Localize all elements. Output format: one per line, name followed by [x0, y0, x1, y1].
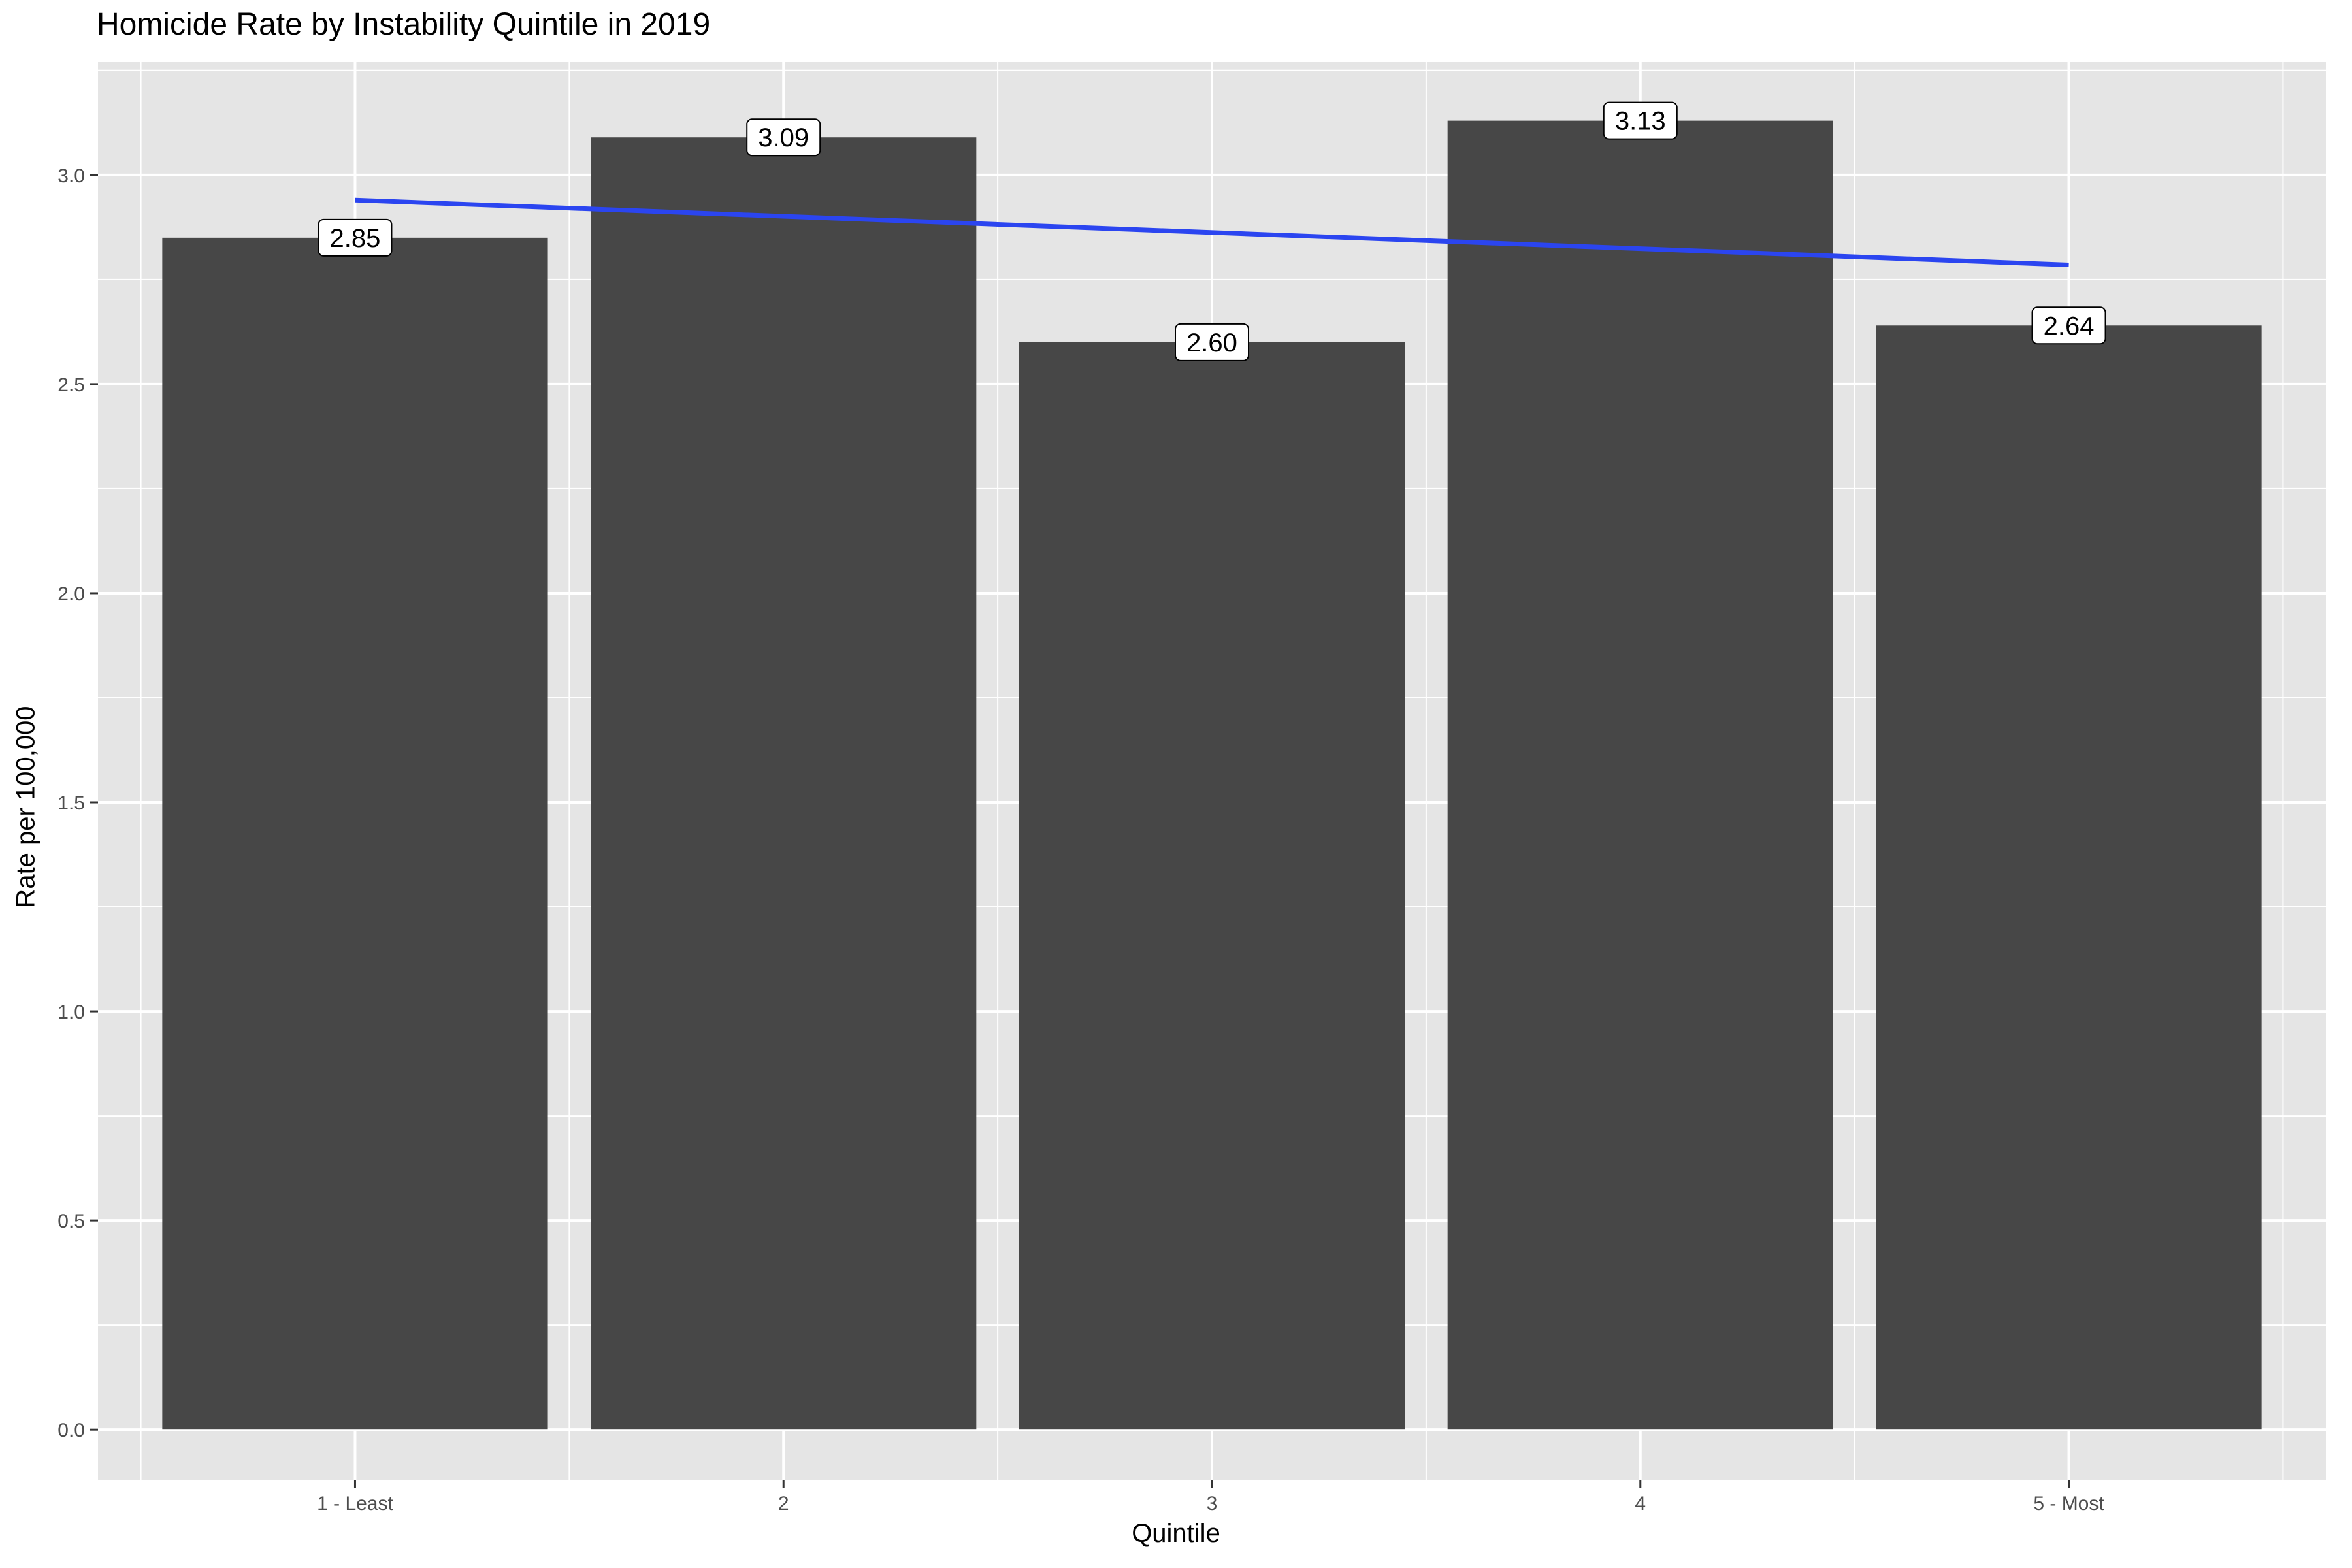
y-tick-label: 1.0	[57, 1002, 85, 1023]
y-tick-label: 3.0	[57, 165, 85, 187]
bar	[162, 237, 548, 1430]
data-label: 3.09	[758, 123, 809, 152]
trend-line	[355, 197, 2069, 267]
x-tick-label: 2	[778, 1493, 789, 1514]
bar	[1876, 325, 2262, 1430]
y-tick-label: 2.0	[57, 583, 85, 605]
y-tick-label: 0.0	[57, 1420, 85, 1441]
x-tick-label: 3	[1207, 1493, 1218, 1514]
data-label-box	[1603, 101, 1678, 140]
data-label: 3.13	[1615, 107, 1666, 136]
chart-title: Homicide Rate by Instability Quintile in…	[97, 7, 711, 42]
x-tick-label: 4	[1635, 1493, 1646, 1514]
y-tick-label: 0.5	[57, 1211, 85, 1232]
data-label-box	[2031, 306, 2106, 345]
y-tick-label: 1.5	[57, 792, 85, 814]
x-axis-title: Quintile	[1132, 1519, 1220, 1548]
bar	[1447, 120, 1833, 1430]
x-tick-label: 5 - Most	[2033, 1493, 2104, 1514]
data-label: 2.60	[1186, 329, 1237, 357]
bar	[1019, 342, 1405, 1430]
y-axis-title: Rate per 100,000	[11, 706, 41, 908]
bar	[591, 137, 977, 1430]
x-tick-label: 1 - Least	[317, 1493, 393, 1514]
data-label: 2.85	[330, 224, 381, 253]
data-label-box	[1175, 323, 1249, 361]
y-tick-label: 2.5	[57, 374, 85, 396]
data-label-box	[746, 118, 821, 157]
data-label-box	[318, 218, 393, 257]
data-label: 2.64	[2044, 312, 2095, 340]
